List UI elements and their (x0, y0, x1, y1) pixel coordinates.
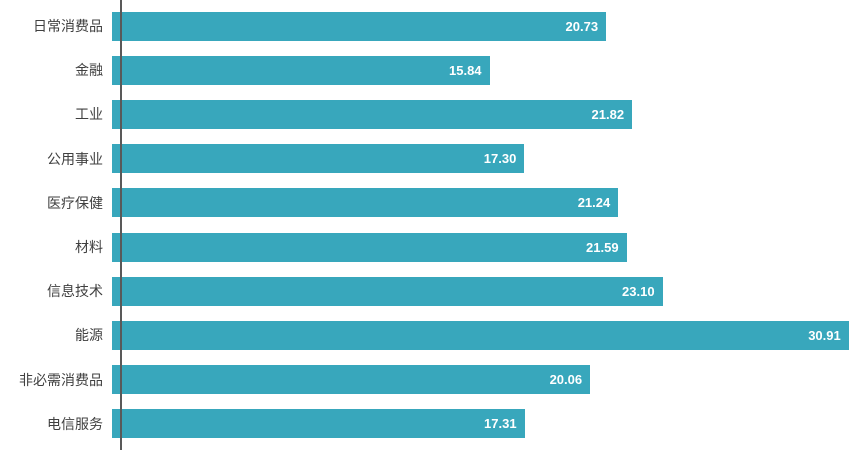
bar-row: 日常消费品 20.73 (0, 6, 859, 46)
value-label: 21.59 (586, 239, 619, 255)
category-label: 非必需消费品 (19, 371, 103, 388)
value-label: 17.31 (484, 416, 517, 432)
value-label: 17.30 (483, 151, 517, 167)
bar-row: 材料 21.59 (0, 227, 859, 267)
bar-row: 工业 21.82 (0, 94, 859, 134)
value-label: 23.10 (622, 283, 655, 299)
bar: 21.59 (112, 232, 627, 262)
bar-area: 30.91 (112, 320, 859, 350)
value-label: 20.73 (565, 18, 599, 34)
bar: 21.82 (112, 99, 633, 129)
bar: 17.30 (112, 144, 525, 174)
bar-area: 20.73 (112, 11, 859, 41)
category-label: 日常消费品 (33, 18, 103, 35)
bar-area: 20.06 (112, 365, 859, 395)
bar-row: 金融 15.84 (0, 50, 859, 90)
bar-area: 21.59 (112, 232, 859, 262)
category-label: 材料 (75, 239, 103, 256)
category-label: 金融 (75, 62, 103, 79)
bar: 15.84 (112, 55, 490, 85)
bar: 20.73 (112, 11, 607, 41)
bar: 30.91 (112, 320, 849, 350)
bar-row: 信息技术 23.10 (0, 271, 859, 311)
bar: 23.10 (112, 276, 663, 306)
bar: 17.31 (112, 409, 525, 439)
bar-area: 17.30 (112, 144, 859, 174)
value-label: 15.84 (449, 62, 482, 78)
bar-area: 15.84 (112, 55, 859, 85)
value-label: 30.91 (808, 327, 841, 343)
bar-row: 能源 30.91 (0, 315, 859, 355)
bar: 20.06 (112, 365, 591, 395)
bar-row: 电信服务 17.31 (0, 404, 859, 444)
category-label: 能源 (75, 327, 103, 344)
value-label: 20.06 (549, 372, 583, 388)
bar-row: 医疗保健 21.24 (0, 183, 859, 223)
bar-row: 公用事业 17.30 (0, 139, 859, 179)
category-label: 工业 (75, 106, 103, 123)
category-label: 信息技术 (47, 283, 103, 300)
y-axis-line (120, 0, 122, 450)
category-label: 公用事业 (47, 150, 103, 167)
category-label: 医疗保健 (47, 194, 103, 211)
bar-area: 17.31 (112, 409, 859, 439)
bar-row: 非必需消费品 20.06 (0, 360, 859, 400)
bar-area: 23.10 (112, 276, 859, 306)
bar: 21.24 (112, 188, 619, 218)
value-label: 21.24 (577, 195, 611, 211)
value-label: 21.82 (591, 106, 625, 122)
category-label: 电信服务 (47, 415, 103, 432)
bar-area: 21.24 (112, 188, 859, 218)
bar-area: 21.82 (112, 99, 859, 129)
